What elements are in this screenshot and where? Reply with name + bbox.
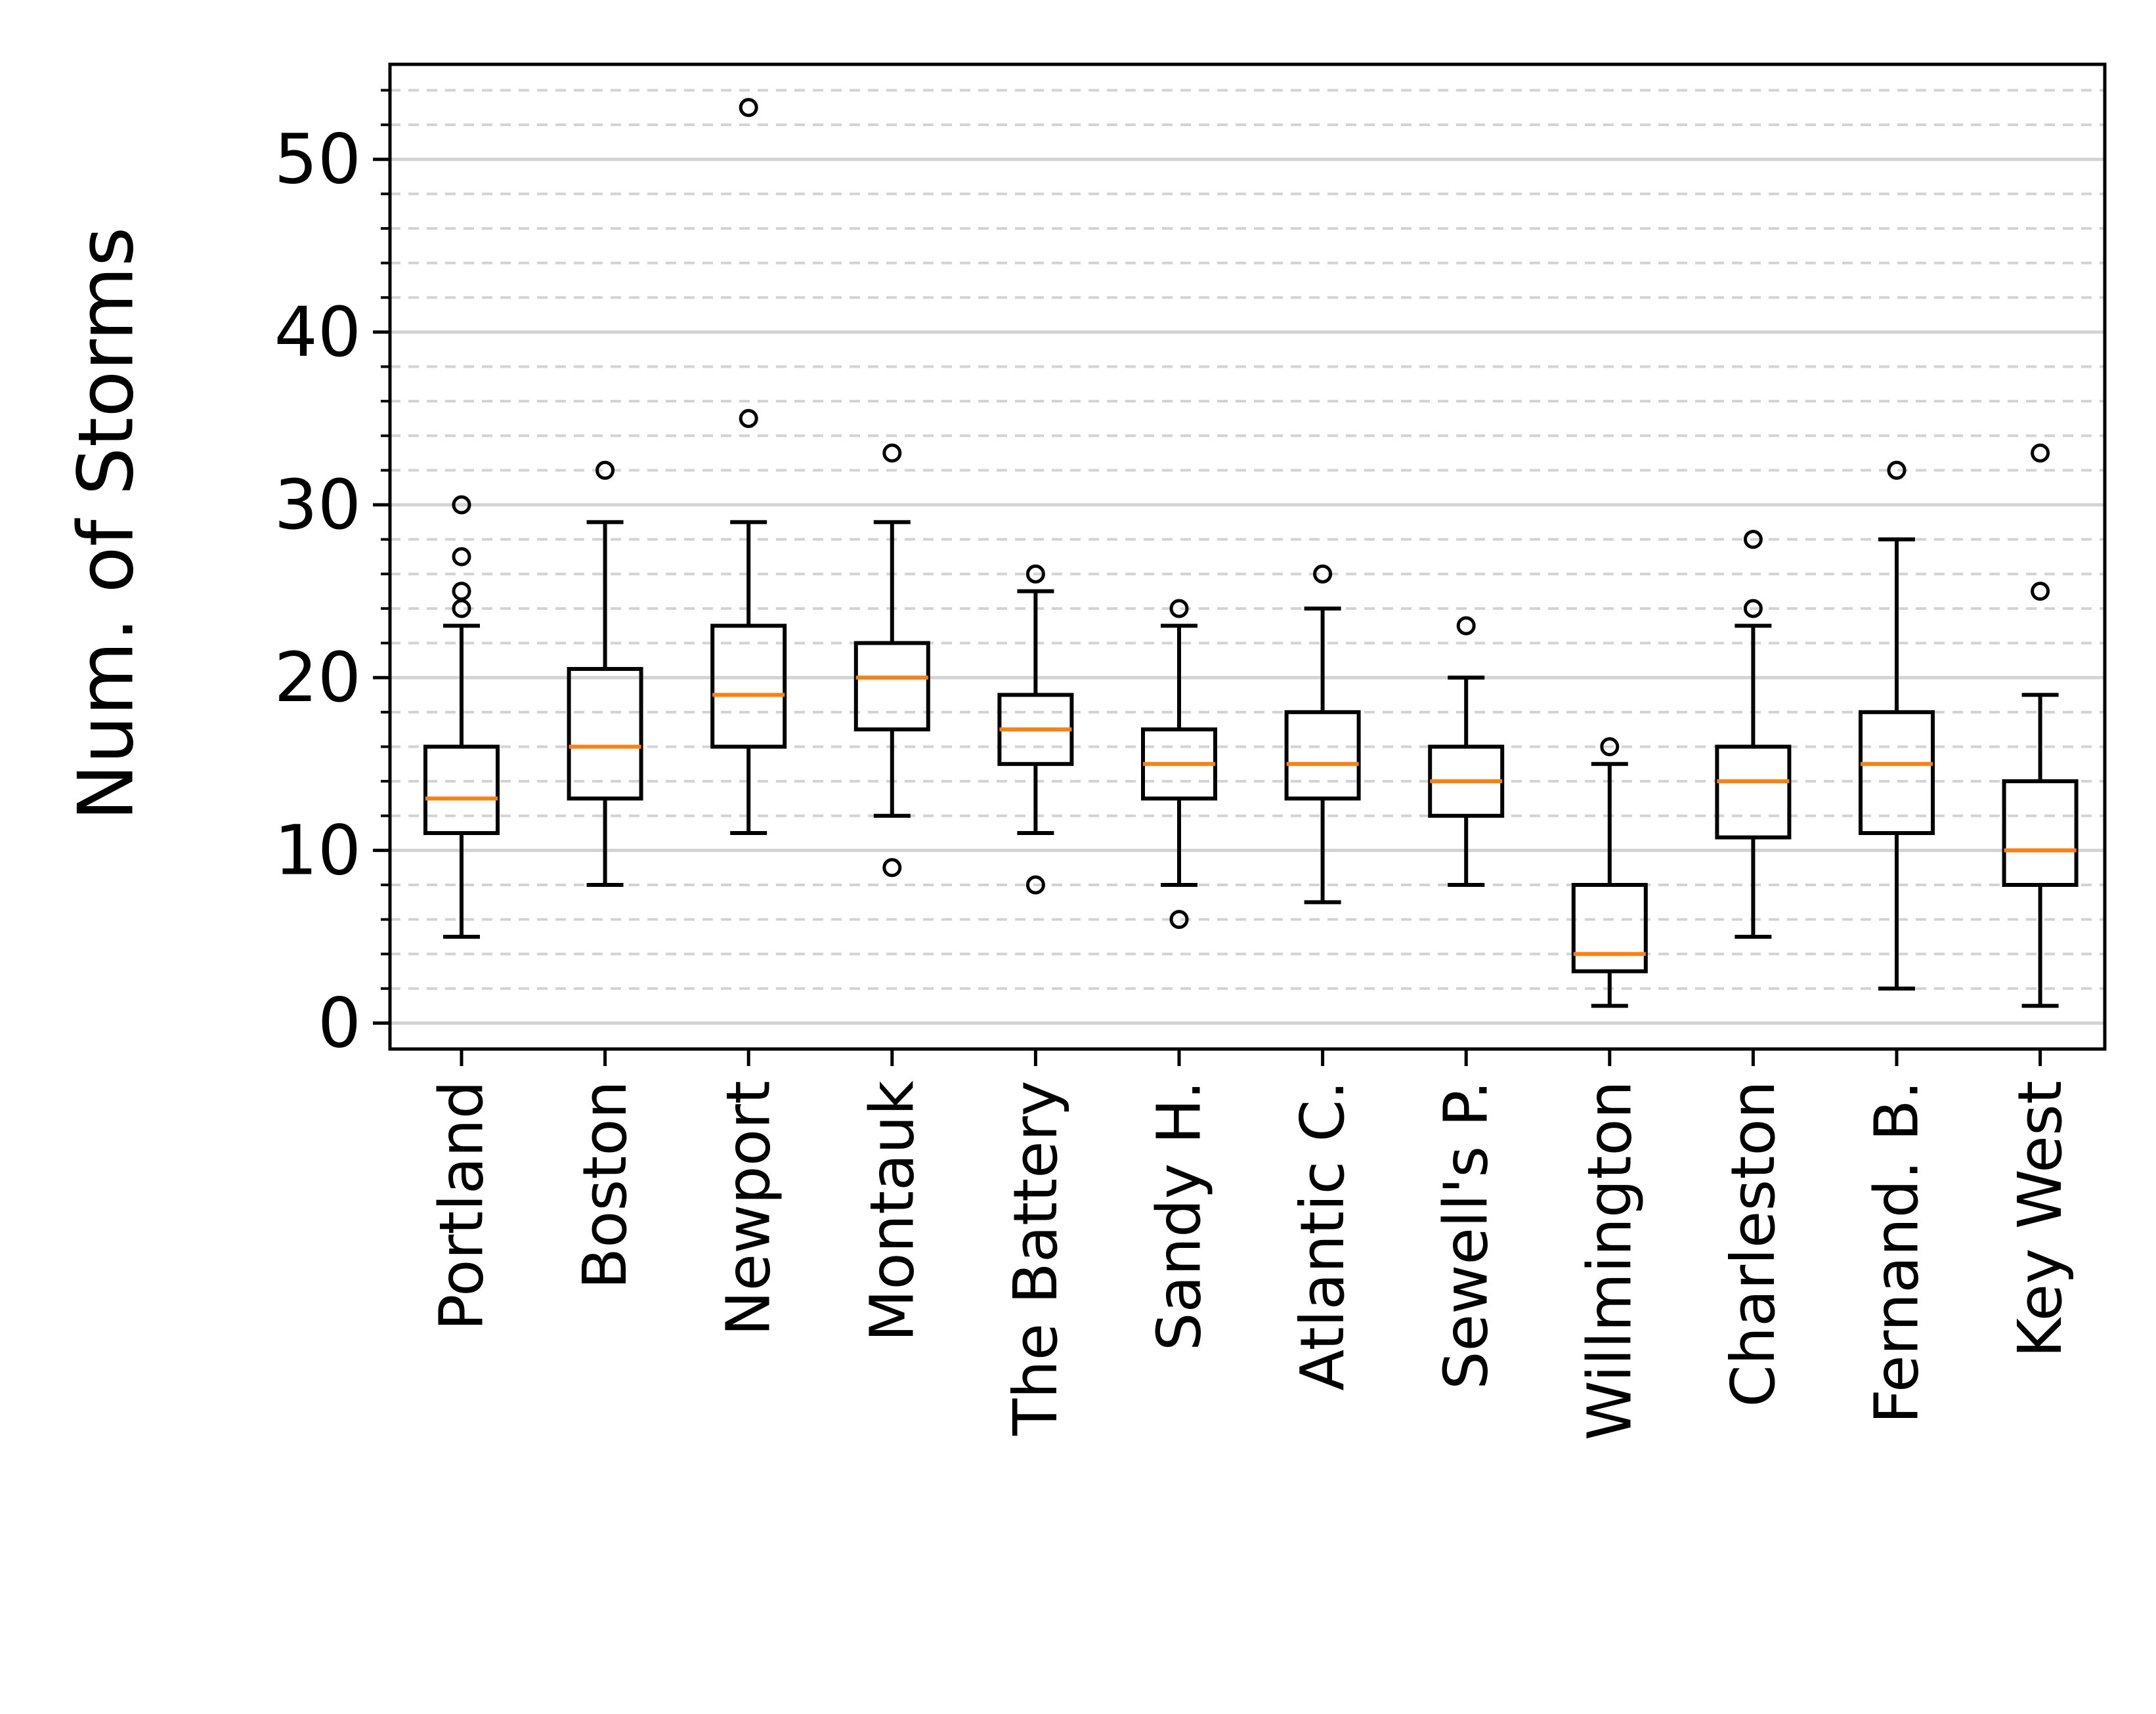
box-group	[2002, 443, 2079, 1008]
box-group	[1571, 737, 1648, 1008]
box-group	[567, 460, 643, 887]
x-tick-label: Portland	[427, 1081, 497, 1331]
x-tick-label: Charleston	[1718, 1081, 1788, 1407]
iqr-box	[853, 641, 930, 732]
iqr-box	[1859, 710, 1935, 836]
axes: 0 10 20 30 40 50 Portland Boston Newport Montauk T…	[274, 89, 2075, 1440]
box-group	[853, 443, 930, 878]
y-tick-label: 50	[274, 119, 361, 200]
x-tick-label: Willmington	[1574, 1081, 1645, 1440]
iqr-box	[1284, 710, 1361, 801]
x-tick-label: Sewell's P.	[1431, 1081, 1501, 1390]
outlier-point	[1169, 599, 1189, 618]
outlier-point	[452, 547, 471, 567]
grid-lines	[390, 89, 2105, 1025]
outlier-point	[595, 460, 615, 480]
box-group	[1859, 460, 1935, 991]
box-group	[1284, 564, 1361, 905]
outlier-point	[2031, 582, 2050, 601]
x-tick-label: The Battery	[1001, 1081, 1071, 1436]
box-group	[1715, 530, 1792, 939]
outlier-point	[1025, 875, 1045, 895]
outlier-point	[739, 408, 758, 428]
iqr-box	[2002, 779, 2079, 887]
outlier-point	[1456, 616, 1476, 635]
y-tick-label: 40	[274, 292, 361, 372]
y-tick-label: 30	[274, 465, 361, 545]
outlier-point	[1600, 737, 1620, 756]
iqr-box	[710, 624, 787, 749]
box-layer	[423, 98, 2079, 1008]
plot-frame	[388, 62, 2107, 1051]
outlier-point	[882, 443, 902, 463]
box-group	[1141, 599, 1217, 930]
outlier-point	[1743, 599, 1763, 618]
outlier-point	[1169, 910, 1189, 930]
iqr-box	[1715, 744, 1792, 840]
box-group	[423, 495, 500, 939]
iqr-box	[423, 744, 500, 836]
iqr-box	[567, 667, 643, 801]
outlier-point	[1743, 530, 1763, 549]
outlier-point	[739, 98, 758, 118]
box-group	[1428, 616, 1505, 887]
x-tick-label: Boston	[570, 1081, 640, 1289]
outlier-point	[2031, 443, 2050, 463]
iqr-box	[1571, 883, 1648, 974]
outlier-point	[1887, 460, 1907, 480]
y-tick-label: 0	[318, 983, 361, 1063]
box-group	[997, 564, 1074, 895]
outlier-point	[452, 582, 471, 601]
y-axis-label: Num. of Storms	[62, 227, 151, 821]
x-tick-label: Key West	[2005, 1081, 2075, 1358]
x-tick-label: Fernand. B.	[1862, 1081, 1932, 1424]
y-tick-label: 10	[274, 810, 361, 890]
x-tick-label: Newport	[714, 1081, 784, 1336]
outlier-point	[882, 858, 902, 878]
outlier-point	[1313, 564, 1333, 584]
x-tick-label: Montauk	[857, 1080, 927, 1342]
outlier-point	[452, 495, 471, 515]
box-group	[710, 98, 787, 836]
x-tick-label: Atlantic C.	[1287, 1081, 1358, 1391]
y-tick-label: 20	[274, 637, 361, 718]
outlier-point	[1025, 564, 1045, 584]
x-tick-label: Sandy H.	[1144, 1081, 1215, 1351]
